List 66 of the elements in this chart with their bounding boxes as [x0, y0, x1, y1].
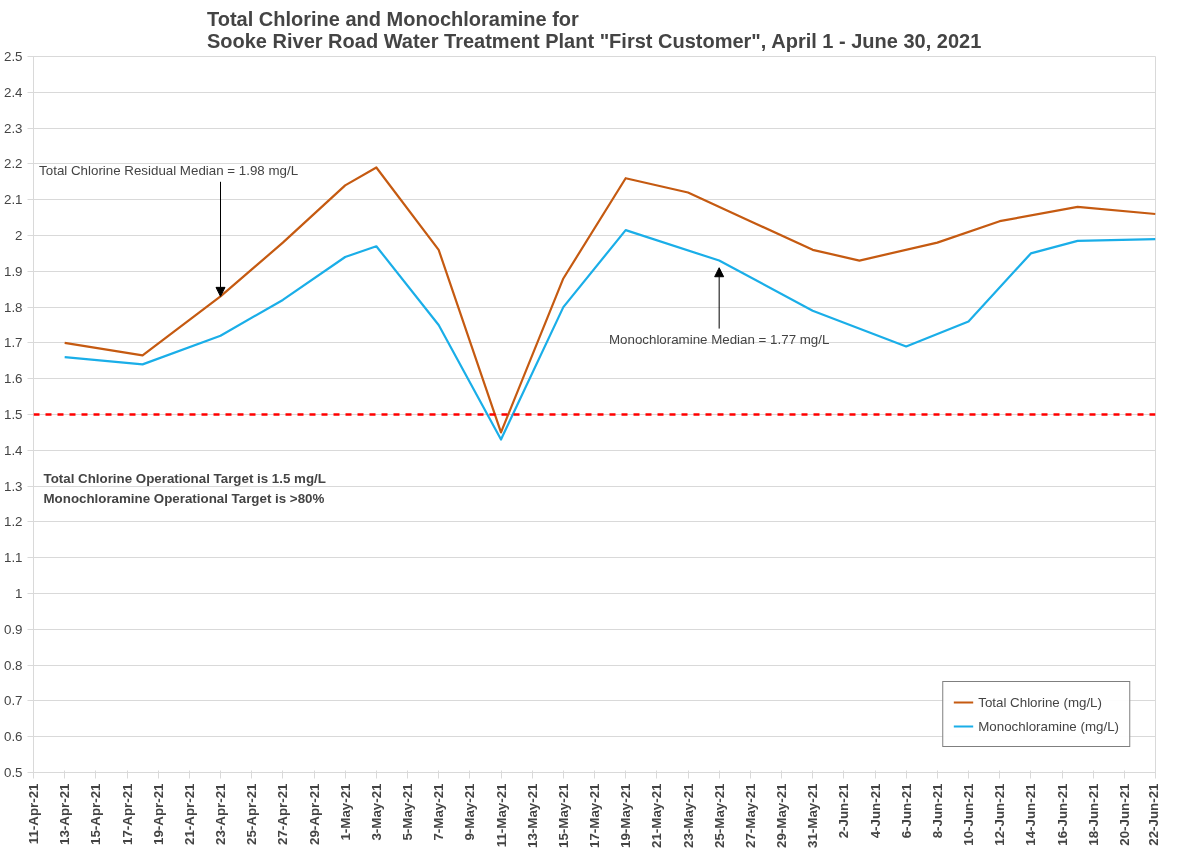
- x-tick-label: 10-Jun-21: [961, 782, 976, 846]
- chart-title: Total Chlorine and Monochloramine for Sooke River Road Water Treatment Plant "First Customer", April 1 - June 30, 2021: [206, 7, 982, 52]
- y-tick-label: 1.5: [3, 407, 23, 422]
- x-tick-label: 19-Apr-21: [150, 782, 166, 845]
- y-tick-label: 0.6: [3, 729, 23, 745]
- annotation: Total Chlorine Residual Median = 1.98 mg/L: [39, 163, 299, 179]
- x-tick-label: 14-Jun-21: [1023, 782, 1039, 846]
- x-tick-label: 11-May-21: [493, 782, 509, 848]
- y-tick-label: 1.2: [3, 514, 23, 530]
- annotation: Monochloramine Median = 1.77 mg/L: [608, 332, 830, 348]
- x-tick-label: 4-Jun-21: [867, 782, 883, 839]
- x-tick-label: 17-May-21: [587, 782, 602, 848]
- y-tick-label: 0.9: [3, 621, 23, 637]
- x-tick-label: 25-Apr-21: [244, 782, 260, 845]
- y-tick-label: 2.5: [3, 49, 23, 64]
- line-series: [63, 229, 1156, 441]
- y-tick-label: 1.6: [3, 371, 23, 387]
- y-tick-label: 2.4: [3, 84, 24, 100]
- x-tick-label: 19-May-21: [618, 782, 634, 848]
- x-tick-label: 23-Apr-21: [213, 782, 228, 845]
- x-tick-label: 15-Apr-21: [88, 782, 104, 845]
- x-tick-label: 7-May-21: [431, 782, 447, 841]
- y-tick-label: 1: [15, 586, 23, 601]
- y-tick-label: 1.3: [3, 478, 23, 494]
- x-tick-label: 27-Apr-21: [275, 782, 291, 845]
- x-tick-label: 6-Jun-21: [898, 782, 914, 839]
- x-tick-label: 23-May-21: [680, 782, 696, 848]
- y-tick-label: 2.3: [3, 120, 23, 136]
- y-tick-label: 2: [15, 228, 23, 243]
- y-tick-label: 0.5: [3, 765, 23, 780]
- legend-label: Monochloramine (mg/L): [978, 718, 1119, 734]
- x-tick-label: 21-May-21: [649, 782, 665, 848]
- x-tick-label: 22-Jun-21: [1145, 782, 1161, 846]
- y-tick-label: 0.8: [3, 657, 23, 673]
- x-tick-label: 29-May-21: [774, 782, 789, 848]
- x-tick-label: 9-May-21: [462, 782, 478, 841]
- annotation: Total Chlorine Operational Target is 1.5 mg/L: [43, 471, 326, 487]
- legend-label: Total Chlorine (mg/L): [978, 694, 1102, 710]
- x-tick-label: 21-Apr-21: [181, 782, 197, 845]
- x-tick-label: 15-May-21: [555, 782, 571, 848]
- x-tick-label: 8-Jun-21: [929, 782, 945, 839]
- x-tick-label: 13-Apr-21: [57, 782, 73, 845]
- x-tick-label: 16-Jun-21: [1054, 782, 1070, 846]
- y-tick-label: 1.4: [3, 442, 24, 458]
- x-tick-label: 20-Jun-21: [1116, 782, 1132, 846]
- y-tick-label: 1.7: [3, 335, 23, 351]
- x-tick-label: 29-Apr-21: [306, 782, 322, 845]
- y-tick-label: 0.7: [3, 693, 23, 709]
- x-tick-label: 31-May-21: [805, 782, 821, 848]
- x-tick-label: 18-Jun-21: [1085, 782, 1101, 846]
- y-tick-label: 1.1: [3, 550, 23, 566]
- x-tick-label: 2-Jun-21: [836, 782, 852, 839]
- x-tick-label: 25-May-21: [711, 782, 727, 848]
- y-tick-label: 2.2: [3, 156, 23, 172]
- x-tick-label: 12-Jun-21: [992, 782, 1008, 846]
- y-tick-label: 1.9: [3, 263, 23, 279]
- x-tick-label: 27-May-21: [742, 782, 758, 848]
- annotation: Monochloramine Operational Target is >80%: [43, 491, 325, 507]
- x-tick-label: 13-May-21: [524, 782, 540, 848]
- y-tick-label: 2.1: [3, 192, 23, 208]
- x-tick-label: 11-Apr-21: [26, 782, 41, 845]
- y-tick-label: 1.8: [3, 299, 23, 315]
- x-tick-label: 5-May-21: [400, 782, 415, 841]
- x-tick-label: 1-May-21: [337, 782, 353, 841]
- x-tick-label: 17-Apr-21: [119, 782, 135, 845]
- x-tick-label: 3-May-21: [368, 782, 384, 841]
